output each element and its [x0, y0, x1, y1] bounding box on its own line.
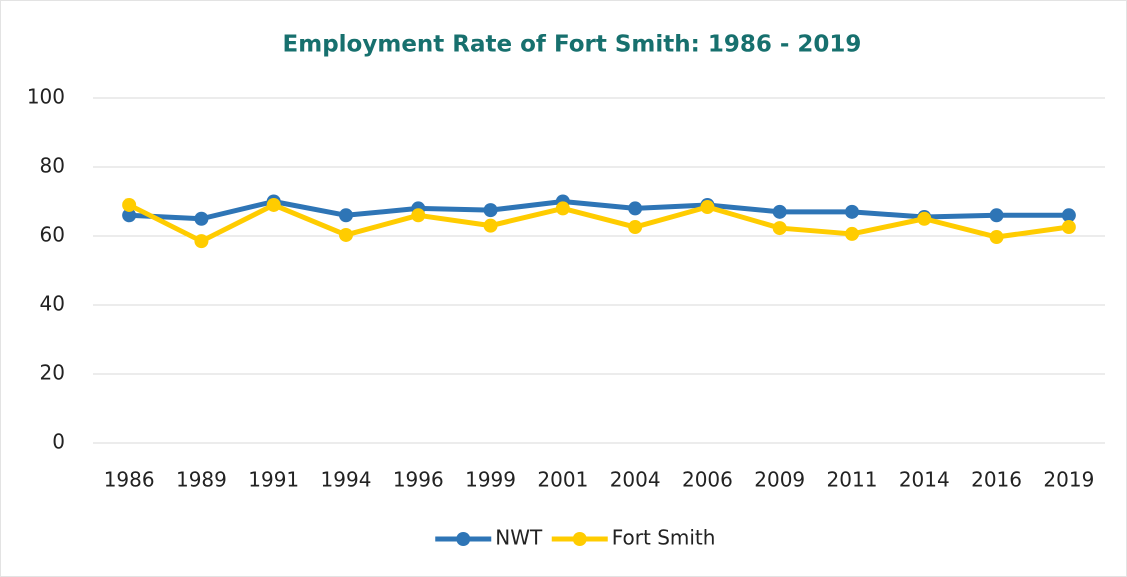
- series-line: [129, 199, 1069, 222]
- point: [483, 218, 498, 233]
- x-tick-label: 1986: [104, 468, 155, 492]
- legend-label: Fort Smith: [612, 526, 716, 550]
- y-tick-label: 100: [27, 85, 65, 109]
- x-tick-label: 2004: [610, 468, 661, 492]
- legend-marker: [456, 532, 471, 546]
- point: [917, 211, 932, 226]
- x-tick-label: 1999: [465, 468, 516, 492]
- point: [122, 197, 137, 212]
- x-tick-label: 2014: [899, 468, 950, 492]
- chart-title: Employment Rate of Fort Smith: 1986 - 20…: [283, 32, 862, 58]
- x-tick-label: 2001: [537, 468, 588, 492]
- x-tick-label: 1989: [176, 468, 227, 492]
- legend-marker: [572, 532, 587, 546]
- legend-label: NWT: [495, 526, 543, 550]
- x-tick-label: 1994: [321, 468, 372, 492]
- point: [989, 208, 1004, 223]
- y-tick-label: 40: [40, 292, 65, 316]
- y-tick-label: 0: [52, 430, 65, 454]
- point: [700, 200, 715, 215]
- x-tick-label: 2019: [1043, 468, 1094, 492]
- point: [122, 208, 137, 223]
- x-tick-label: 1996: [393, 468, 444, 492]
- point: [483, 203, 498, 218]
- point: [194, 211, 209, 226]
- y-tick-label: 80: [40, 154, 65, 178]
- point: [628, 220, 643, 235]
- point: [845, 204, 859, 219]
- point: [772, 221, 787, 236]
- point: [339, 227, 353, 242]
- point: [628, 201, 643, 216]
- x-tick-label: 2009: [754, 468, 805, 492]
- x-tick-label: 2006: [682, 468, 733, 492]
- y-tick-label: 60: [40, 223, 65, 247]
- point: [845, 226, 859, 241]
- point: [194, 234, 209, 249]
- point: [772, 204, 787, 219]
- x-tick-label: 2016: [971, 468, 1022, 492]
- x-tick-label: 1991: [248, 468, 299, 492]
- point: [411, 208, 426, 223]
- point: [339, 208, 353, 223]
- point: [989, 230, 1004, 245]
- series-line: [128, 202, 1070, 244]
- point: [1061, 208, 1076, 223]
- point: [1061, 220, 1076, 235]
- point: [555, 201, 570, 216]
- point: [266, 197, 281, 212]
- x-tick-label: 2011: [827, 468, 878, 492]
- y-tick-label: 20: [40, 361, 65, 385]
